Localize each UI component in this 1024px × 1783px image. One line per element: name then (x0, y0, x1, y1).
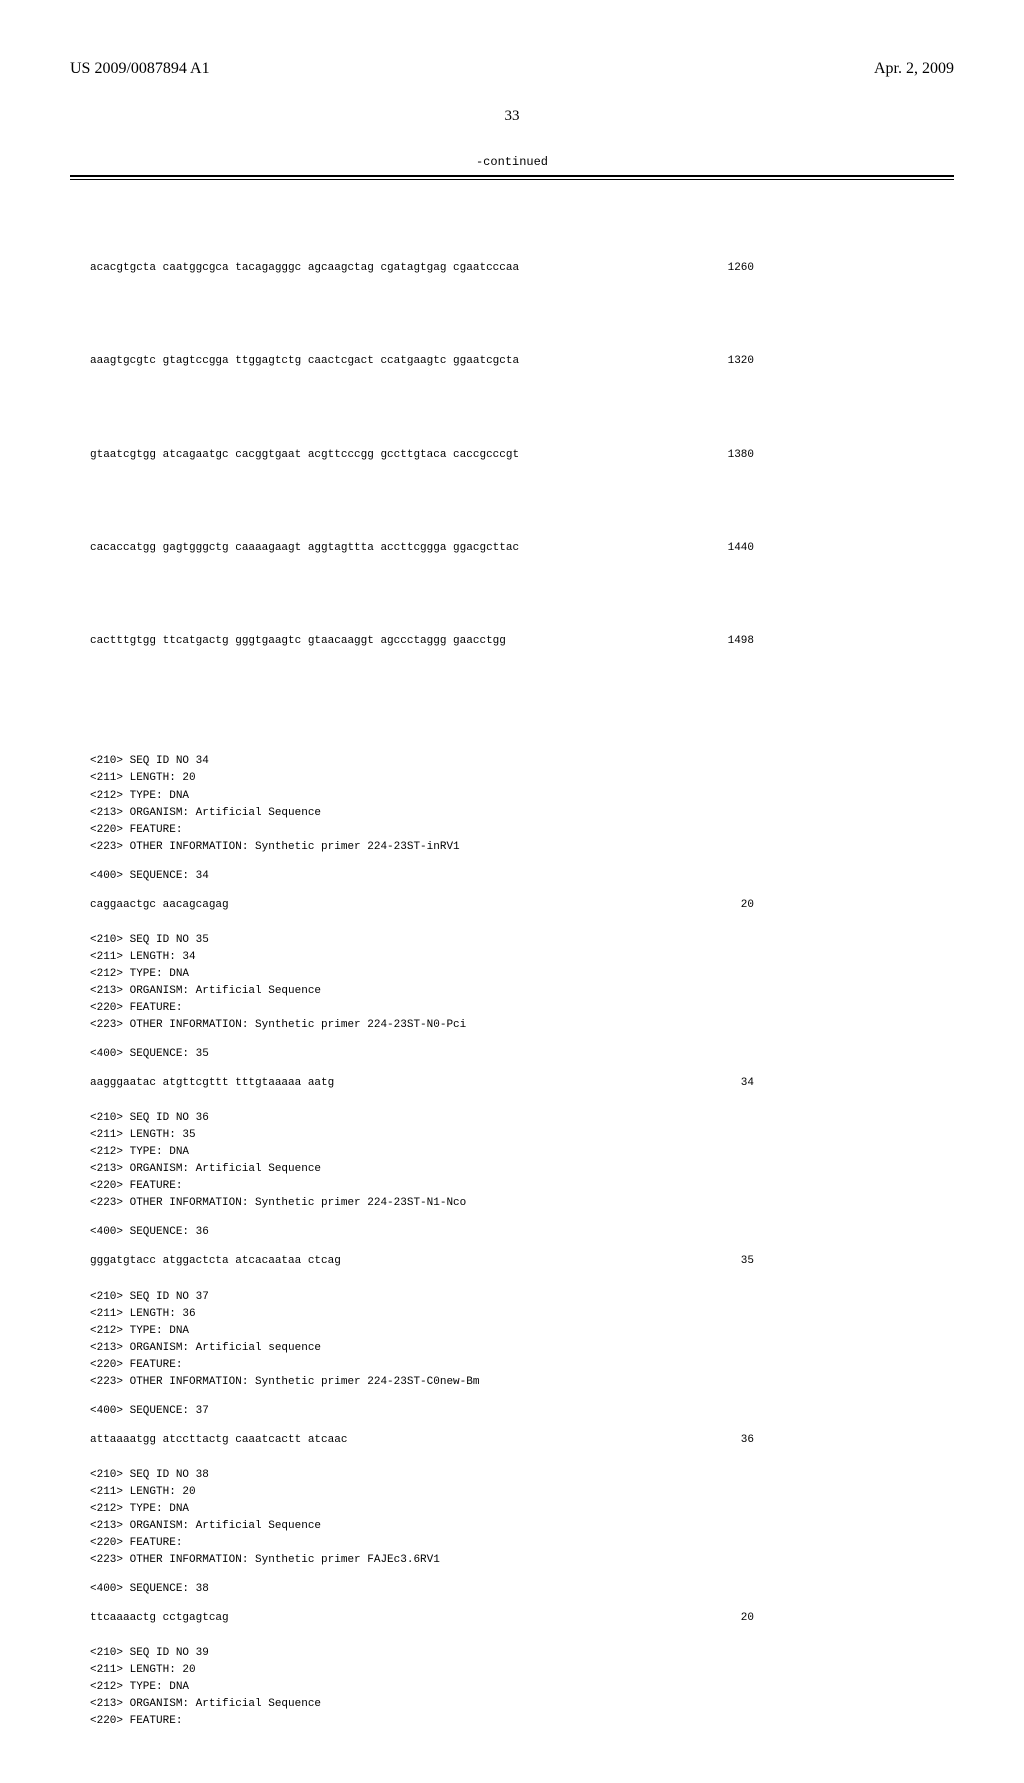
entry-meta-line: <220> FEATURE: (90, 1357, 934, 1374)
sequence-content: acacgtgcta caatggcgca tacagagggc agcaagc… (70, 192, 954, 1783)
sequence-entry: <210> SEQ ID NO 36<211> LENGTH: 35<212> … (90, 1110, 934, 1270)
entries-container: <210> SEQ ID NO 34<211> LENGTH: 20<212> … (90, 753, 934, 1730)
sequence-row: aagggaatac atgttcgttt tttgtaaaaa aatg 34 (90, 1075, 934, 1092)
sequence-label: <400> SEQUENCE: 34 (90, 868, 934, 885)
continued-label: -continued (70, 155, 954, 169)
publication-date: Apr. 2, 2009 (874, 60, 954, 78)
sequence-text: cacaccatgg gagtgggctg caaaagaagt aggtagt… (90, 540, 519, 557)
patent-page: US 2009/0087894 A1 Apr. 2, 2009 33 -cont… (0, 0, 1024, 1320)
sequence-label: <400> SEQUENCE: 35 (90, 1046, 934, 1063)
sequence-row: attaaaatgg atccttactg caaatcactt atcaac 3… (90, 1432, 934, 1449)
publication-number: US 2009/0087894 A1 (70, 60, 210, 78)
sequence-position: 1498 (728, 633, 934, 650)
sequence-entry: <210> SEQ ID NO 37<211> LENGTH: 36<212> … (90, 1289, 934, 1449)
entry-meta-line: <212> TYPE: DNA (90, 1501, 934, 1518)
sequence-entry: <210> SEQ ID NO 38<211> LENGTH: 20<212> … (90, 1467, 934, 1627)
sequence-position: 1380 (728, 447, 934, 464)
entry-meta-line: <211> LENGTH: 20 (90, 770, 934, 787)
sequence-row: acacgtgcta caatggcgca tacagagggc agcaagc… (90, 260, 934, 277)
page-number: 33 (70, 108, 954, 125)
entry-meta-line: <223> OTHER INFORMATION: Synthetic prime… (90, 1195, 934, 1212)
entry-meta-line: <223> OTHER INFORMATION: Synthetic prime… (90, 1552, 934, 1569)
sequence-entry: <210> SEQ ID NO 34<211> LENGTH: 20<212> … (90, 753, 934, 913)
sequence-label: <400> SEQUENCE: 36 (90, 1224, 934, 1241)
sequence-row: aaagtgcgtc gtagtccgga ttggagtctg caactcg… (90, 353, 934, 370)
entry-meta-line: <212> TYPE: DNA (90, 1323, 934, 1340)
entry-meta-line: <213> ORGANISM: Artificial Sequence (90, 1161, 934, 1178)
sequence-position: 34 (741, 1075, 934, 1092)
entry-meta-line: <211> LENGTH: 20 (90, 1484, 934, 1501)
sequence-row: gggatgtacc atggactcta atcacaataa ctcag 35 (90, 1253, 934, 1270)
sequence-position: 1320 (728, 353, 934, 370)
entry-meta-line: <213> ORGANISM: Artificial Sequence (90, 983, 934, 1000)
entry-meta-line: <211> LENGTH: 35 (90, 1127, 934, 1144)
sequence-row: ttcaaaactg cctgagtcag 20 (90, 1610, 934, 1627)
entry-meta-line: <220> FEATURE: (90, 1713, 934, 1730)
entry-meta-line: <213> ORGANISM: Artificial Sequence (90, 1518, 934, 1535)
entry-meta-line: <213> ORGANISM: Artificial sequence (90, 1340, 934, 1357)
sequence-text: ttcaaaactg cctgagtcag (90, 1610, 229, 1627)
entry-meta-line: <210> SEQ ID NO 38 (90, 1467, 934, 1484)
sequence-text: aaagtgcgtc gtagtccgga ttggagtctg caactcg… (90, 353, 519, 370)
sequence-label: <400> SEQUENCE: 37 (90, 1403, 934, 1420)
sequence-row: gtaatcgtgg atcagaatgc cacggtgaat acgttcc… (90, 447, 934, 464)
entry-meta-line: <220> FEATURE: (90, 1000, 934, 1017)
sequence-position: 36 (741, 1432, 934, 1449)
entry-meta-line: <212> TYPE: DNA (90, 966, 934, 983)
sequence-position: 1260 (728, 260, 934, 277)
sequence-position: 20 (741, 897, 934, 914)
entry-meta-line: <210> SEQ ID NO 36 (90, 1110, 934, 1127)
sequence-text: attaaaatgg atccttactg caaatcactt atcaac (90, 1432, 347, 1449)
entry-meta-line: <212> TYPE: DNA (90, 1679, 934, 1696)
entry-meta-line: <220> FEATURE: (90, 1535, 934, 1552)
sequence-row: caggaactgc aacagcagag 20 (90, 897, 934, 914)
sequence-text: gtaatcgtgg atcagaatgc cacggtgaat acgttcc… (90, 447, 519, 464)
entry-meta-line: <211> LENGTH: 34 (90, 949, 934, 966)
entry-meta-line: <210> SEQ ID NO 39 (90, 1645, 934, 1662)
rule-thin (70, 179, 954, 180)
continued-sequence-block: acacgtgcta caatggcgca tacagagggc agcaagc… (90, 226, 934, 684)
sequence-entry: <210> SEQ ID NO 35<211> LENGTH: 34<212> … (90, 932, 934, 1092)
sequence-label: <400> SEQUENCE: 38 (90, 1581, 934, 1598)
sequence-entry: <210> SEQ ID NO 39<211> LENGTH: 20<212> … (90, 1645, 934, 1730)
sequence-text: caggaactgc aacagcagag (90, 897, 229, 914)
page-header: US 2009/0087894 A1 Apr. 2, 2009 (70, 60, 954, 78)
sequence-text: gggatgtacc atggactcta atcacaataa ctcag (90, 1253, 341, 1270)
sequence-text: cactttgtgg ttcatgactg gggtgaagtc gtaacaa… (90, 633, 506, 650)
entry-meta-line: <210> SEQ ID NO 34 (90, 753, 934, 770)
sequence-position: 35 (741, 1253, 934, 1270)
sequence-position: 1440 (728, 540, 934, 557)
entry-meta-line: <220> FEATURE: (90, 1178, 934, 1195)
sequence-row: cactttgtgg ttcatgactg gggtgaagtc gtaacaa… (90, 633, 934, 650)
entry-meta-line: <223> OTHER INFORMATION: Synthetic prime… (90, 839, 934, 856)
entry-meta-line: <212> TYPE: DNA (90, 788, 934, 805)
entry-meta-line: <212> TYPE: DNA (90, 1144, 934, 1161)
entry-meta-line: <220> FEATURE: (90, 822, 934, 839)
entry-meta-line: <223> OTHER INFORMATION: Synthetic prime… (90, 1374, 934, 1391)
entry-meta-line: <211> LENGTH: 20 (90, 1662, 934, 1679)
entry-meta-line: <210> SEQ ID NO 37 (90, 1289, 934, 1306)
entry-meta-line: <210> SEQ ID NO 35 (90, 932, 934, 949)
sequence-text: aagggaatac atgttcgttt tttgtaaaaa aatg (90, 1075, 334, 1092)
entry-meta-line: <223> OTHER INFORMATION: Synthetic prime… (90, 1017, 934, 1034)
entry-meta-line: <213> ORGANISM: Artificial Sequence (90, 1696, 934, 1713)
entry-meta-line: <213> ORGANISM: Artificial Sequence (90, 805, 934, 822)
rule-heavy (70, 175, 954, 177)
sequence-row: cacaccatgg gagtgggctg caaaagaagt aggtagt… (90, 540, 934, 557)
sequence-text: acacgtgcta caatggcgca tacagagggc agcaagc… (90, 260, 519, 277)
sequence-position: 20 (741, 1610, 934, 1627)
entry-meta-line: <211> LENGTH: 36 (90, 1306, 934, 1323)
